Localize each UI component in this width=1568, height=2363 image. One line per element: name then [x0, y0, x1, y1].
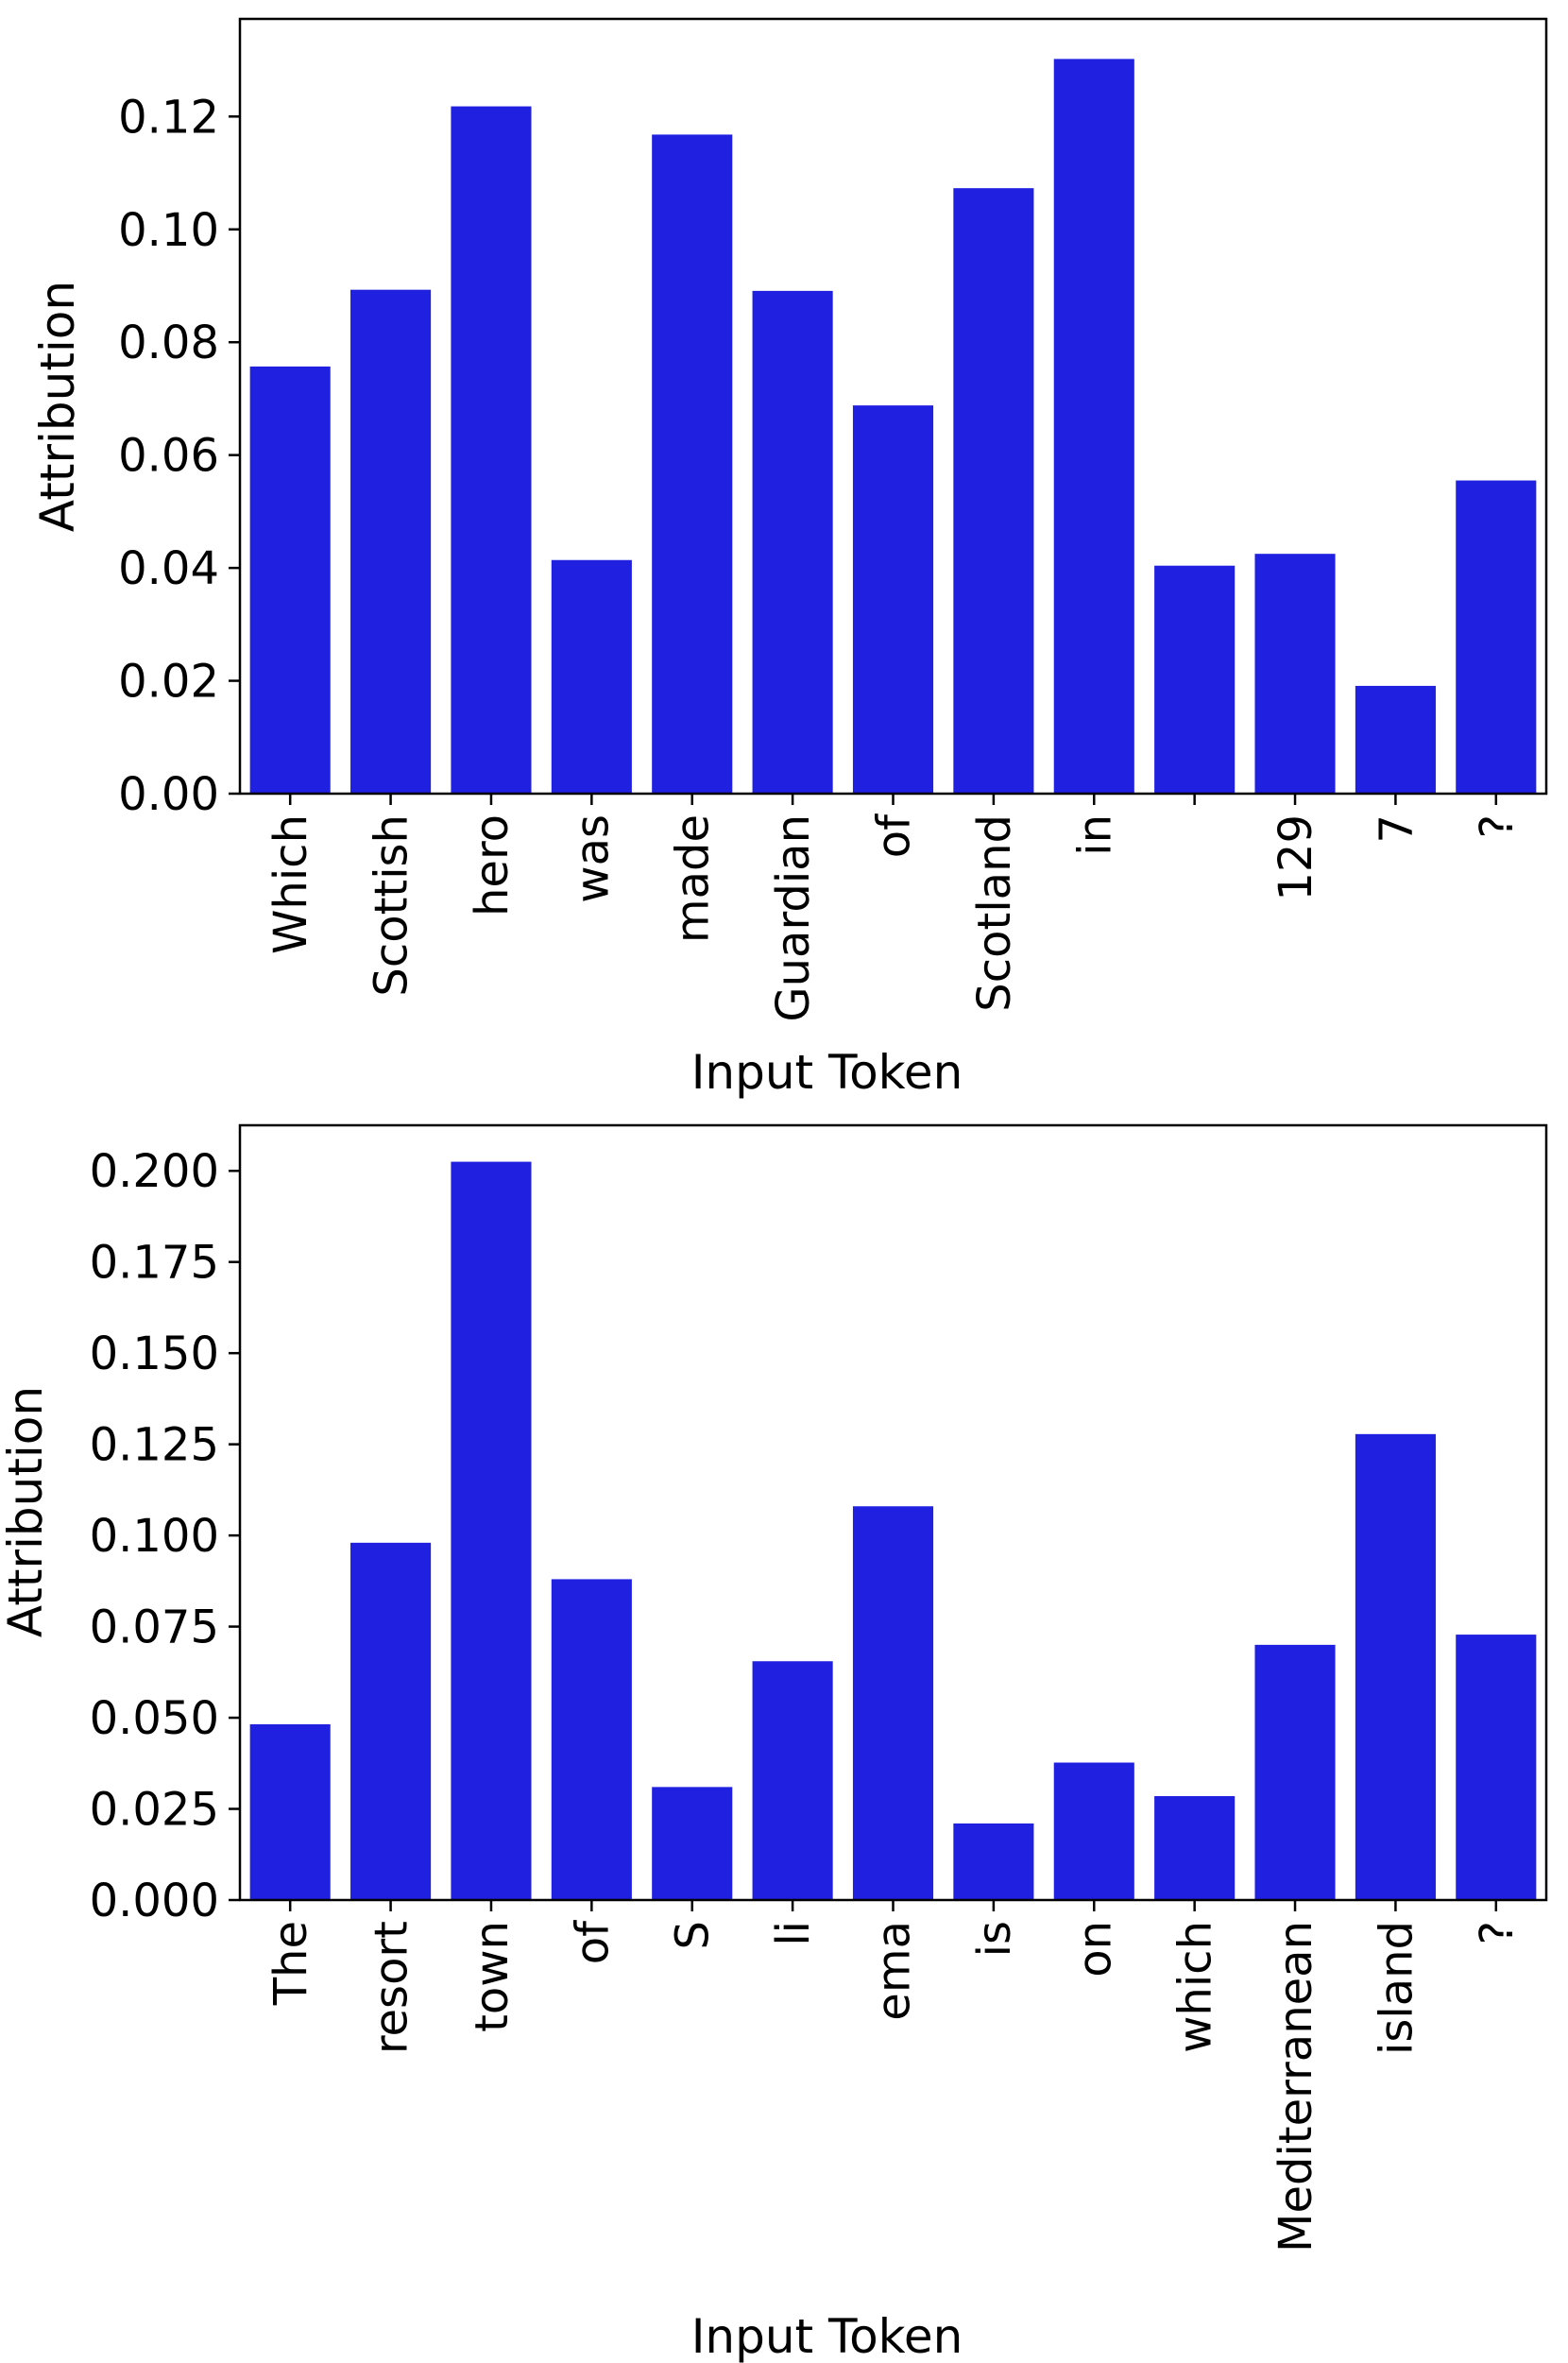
x-tick-label: S [667, 1921, 720, 1949]
x-tick-label: Mediterranean [1270, 1921, 1322, 2252]
bar [953, 1823, 1034, 1900]
x-tick-label: hero [466, 814, 519, 916]
x-tick-label: which [1169, 1921, 1222, 2053]
y-tick-label: 0.00 [118, 768, 219, 821]
bar [1154, 565, 1236, 794]
bar [451, 1161, 532, 1900]
bar [1254, 1644, 1336, 1900]
bar [249, 1724, 331, 1900]
bar [551, 559, 632, 794]
x-tick-label: Scottish [366, 814, 418, 997]
bar [350, 1542, 432, 1900]
y-tick-label: 0.10 [118, 204, 219, 257]
y-tick-label: 0.12 [118, 91, 219, 144]
bar [1355, 685, 1436, 794]
x-tick-label: Guardian [767, 814, 820, 1022]
y-tick-label: 0.025 [90, 1784, 219, 1837]
y-tick-label: 0.08 [118, 317, 219, 369]
chart-panel-1: 0.00 0.02 0.04 0.06 0.08 0.10 0.12 Which Scottis… [30, 17, 1548, 1100]
bar [350, 289, 432, 794]
y-tick-label: 0.02 [118, 656, 219, 709]
y-tick-label: 0.125 [90, 1419, 219, 1472]
x-axis-title: Input Token [691, 2309, 963, 2363]
bar [1456, 1635, 1537, 1900]
x-tick-label: Which [264, 814, 317, 954]
bar [551, 1579, 632, 1900]
y-axis-title: Attribution [30, 281, 85, 532]
y-axis-title: Attribution [0, 1386, 53, 1637]
x-tick-label: in [1068, 814, 1121, 856]
y-tick-label: 0.000 [90, 1875, 219, 1927]
bar [953, 188, 1034, 795]
bar [752, 1661, 833, 1900]
y-tick-label: 0.200 [90, 1145, 219, 1198]
x-tick-label: Scotland [968, 814, 1021, 1012]
x-tick-label: was [566, 814, 619, 903]
bar [1053, 59, 1134, 794]
bar [1355, 1433, 1436, 1900]
x-tick-label: on [1068, 1921, 1121, 1978]
x-tick-label: of [868, 813, 921, 858]
x-tick-label: ema [868, 1921, 921, 2021]
bar [1053, 1762, 1134, 1900]
x-tick-label: island [1370, 1921, 1423, 2055]
x-tick-label: made [667, 814, 720, 943]
bar [652, 134, 733, 794]
x-axis-title: Input Token [691, 1045, 963, 1100]
bar [1154, 1796, 1236, 1900]
bar [249, 366, 331, 794]
x-tick-label: ? [1471, 1921, 1524, 1944]
y-tick-label: 0.100 [90, 1510, 219, 1563]
y-tick-label: 0.050 [90, 1692, 219, 1745]
x-tick-label: of [566, 1920, 619, 1964]
chart-panel-2: 0.000 0.025 0.050 0.075 0.100 0.125 0.150 0.175… [0, 1123, 1548, 2363]
x-tick-label: 129 [1270, 814, 1322, 901]
y-tick-label: 0.175 [90, 1237, 219, 1290]
y-tick-label: 0.04 [118, 542, 219, 595]
x-tick-label: town [466, 1921, 519, 2032]
x-tick-label: is [968, 1921, 1021, 1957]
x-tick-label: ? [1471, 814, 1524, 838]
y-tick-label: 0.06 [118, 430, 219, 483]
bar [1254, 554, 1336, 794]
bar [852, 1506, 934, 1900]
y-tick-label: 0.075 [90, 1601, 219, 1654]
x-tick-label: li [767, 1921, 820, 1946]
bar [1456, 480, 1537, 794]
bar [652, 1787, 733, 1900]
bar [752, 290, 833, 794]
y-tick-label: 0.150 [90, 1327, 219, 1380]
x-tick-label: resort [366, 1921, 418, 2054]
x-tick-label: The [264, 1921, 317, 2006]
bar [852, 405, 934, 794]
x-tick-label: 7 [1370, 814, 1423, 844]
bar [451, 106, 532, 794]
